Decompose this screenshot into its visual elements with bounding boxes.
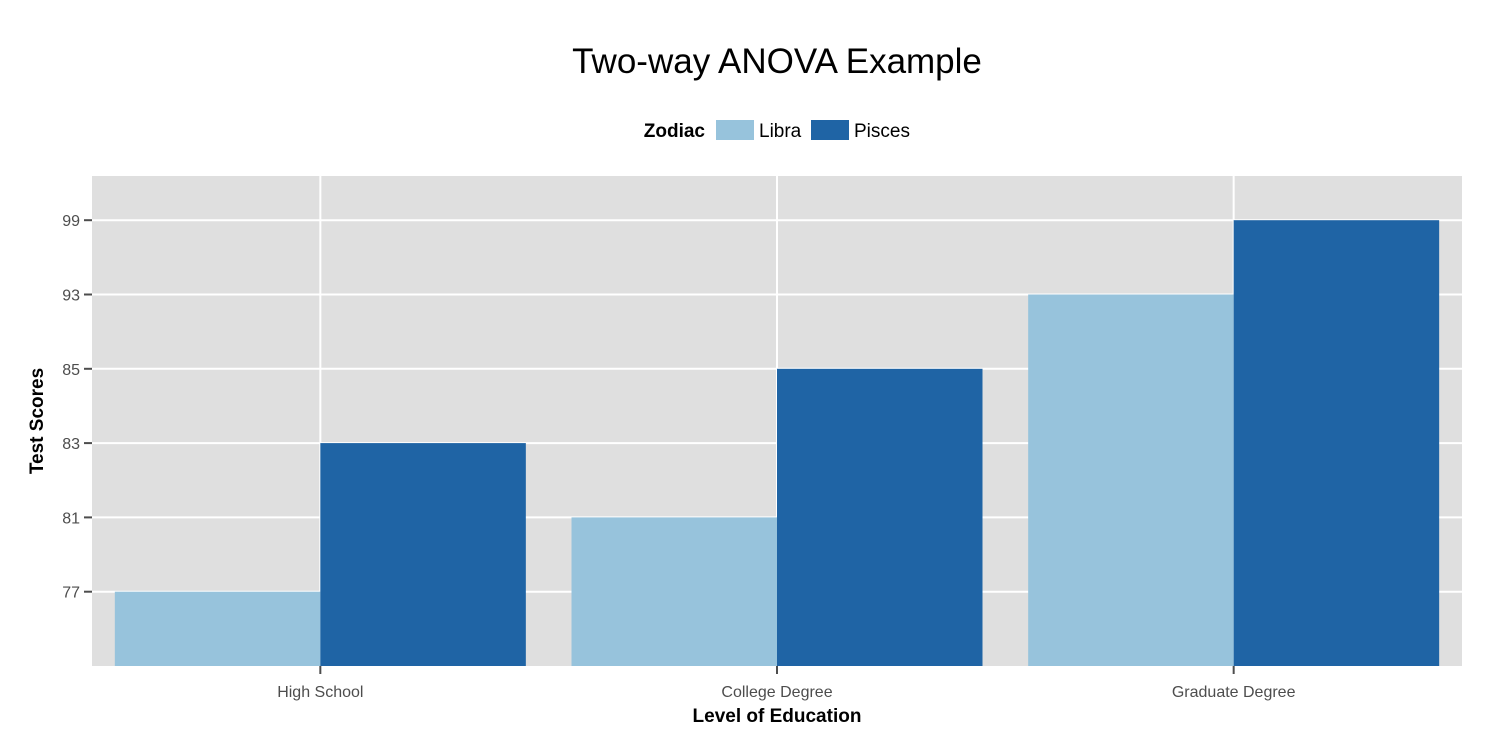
y-tick-label: 99 bbox=[62, 213, 80, 230]
y-tick-label: 81 bbox=[62, 510, 80, 527]
legend-title: Zodiac bbox=[644, 121, 706, 142]
y-tick-label: 77 bbox=[62, 585, 80, 602]
legend-key-libra bbox=[716, 120, 754, 140]
x-tick-label: Graduate Degree bbox=[1172, 684, 1296, 701]
chart-title: Two-way ANOVA Example bbox=[572, 42, 982, 81]
y-axis-title: Test Scores bbox=[27, 368, 48, 474]
x-axis: High School College Degree Graduate Degree bbox=[277, 666, 1296, 701]
bar-libra-graduate-degree bbox=[1028, 294, 1234, 666]
bar-pisces-graduate-degree bbox=[1233, 220, 1440, 666]
bar-pisces-high-school bbox=[320, 443, 526, 666]
legend-label-pisces: Pisces bbox=[854, 121, 910, 142]
legend-label-libra: Libra bbox=[759, 121, 802, 142]
y-tick-label: 85 bbox=[62, 362, 80, 379]
legend: Zodiac Libra Pisces bbox=[644, 120, 910, 142]
y-axis: 77 81 83 85 93 99 bbox=[62, 213, 92, 602]
bar-libra-college-degree bbox=[571, 517, 777, 666]
bars bbox=[114, 220, 1440, 666]
legend-key-pisces bbox=[811, 120, 849, 140]
bar-pisces-college-degree bbox=[777, 368, 983, 666]
y-tick-label: 83 bbox=[62, 436, 80, 453]
x-tick-label: College Degree bbox=[721, 684, 832, 701]
y-tick-label: 93 bbox=[62, 288, 80, 305]
bar-libra-high-school bbox=[114, 591, 321, 666]
x-tick-label: High School bbox=[277, 684, 363, 701]
x-axis-title: Level of Education bbox=[693, 706, 862, 727]
